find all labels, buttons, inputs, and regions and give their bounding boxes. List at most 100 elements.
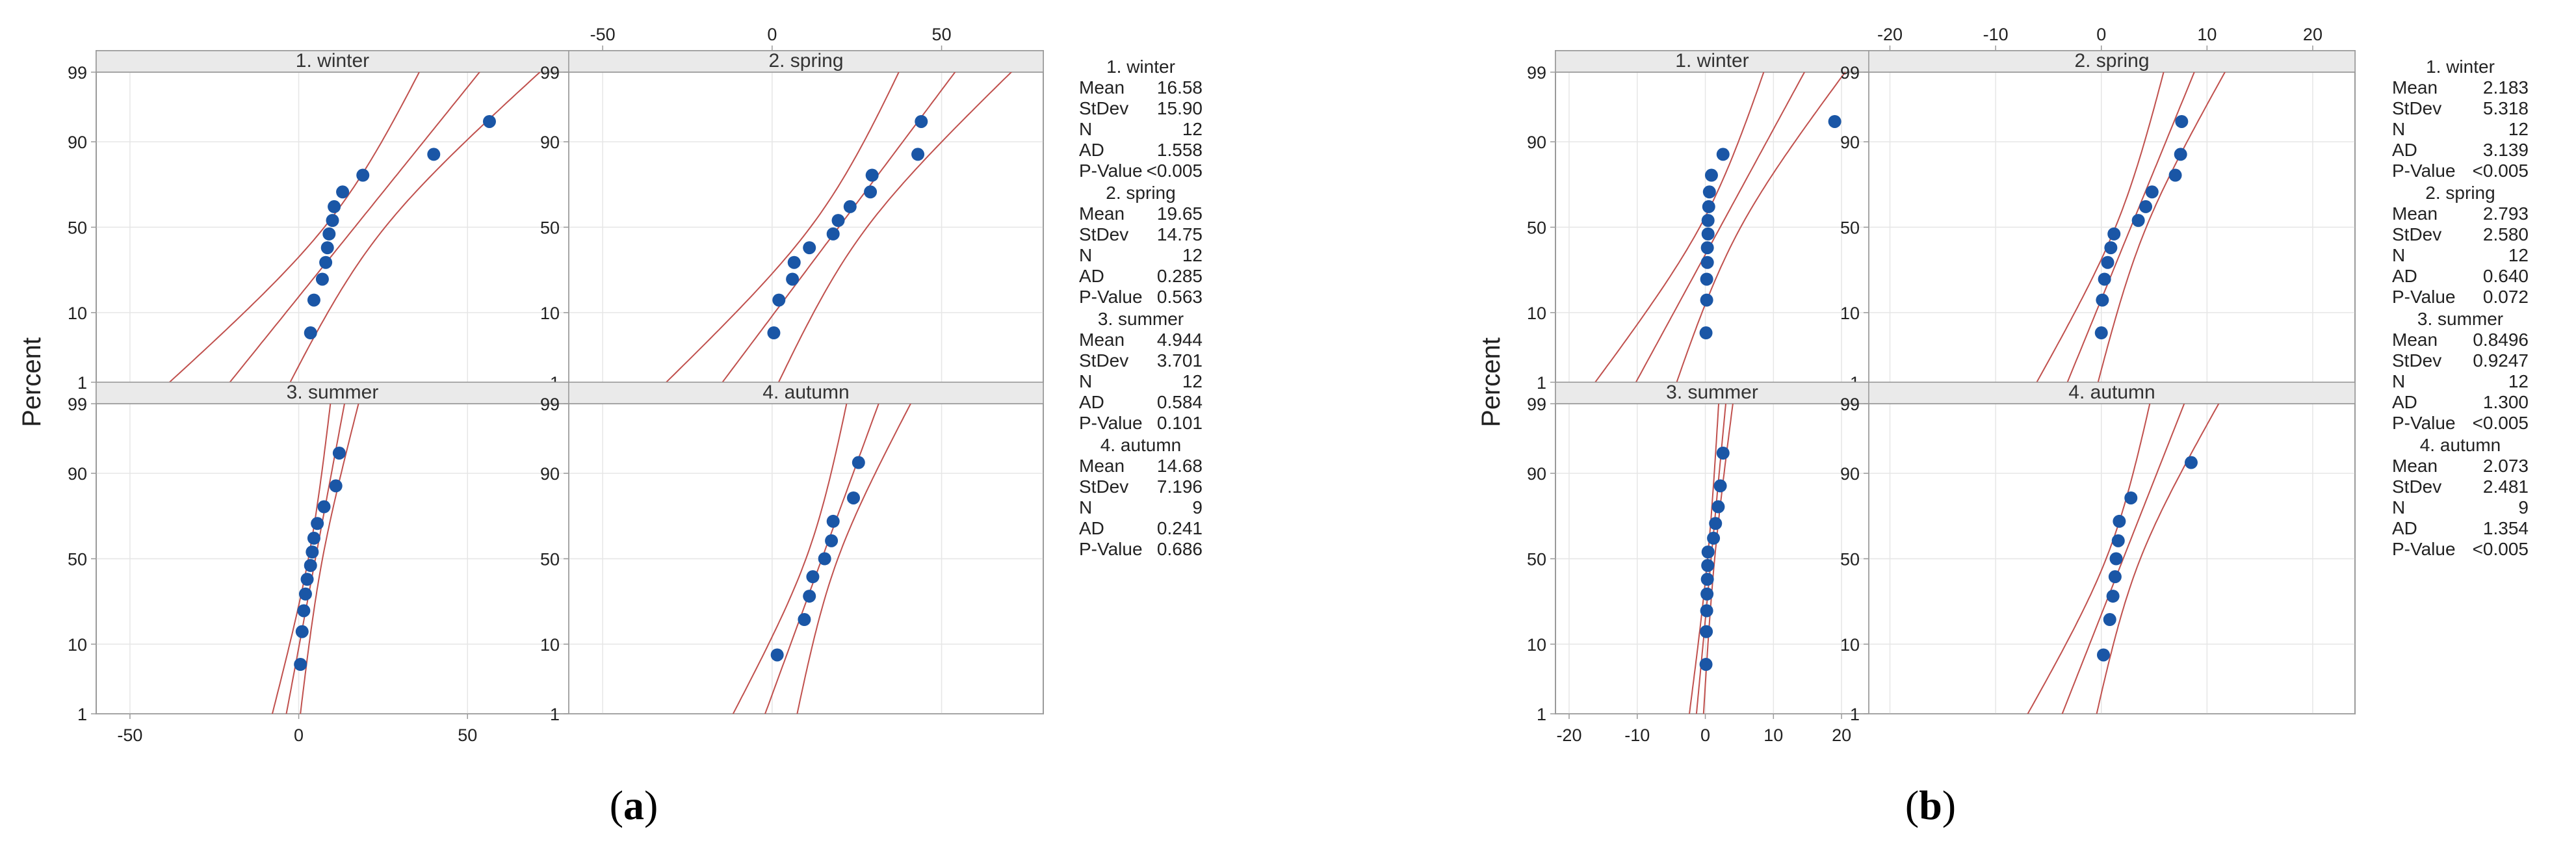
data-point	[767, 326, 781, 340]
stats-heading: 3. summer	[2417, 309, 2503, 329]
stats-label: StDev	[1079, 350, 1128, 371]
y-tick-label: 1	[550, 705, 560, 724]
y-axis-label: Percent	[1477, 337, 1505, 427]
data-point	[2101, 255, 2114, 269]
y-tick-label: 50	[68, 550, 87, 569]
y-tick-label: 99	[540, 63, 560, 83]
stats-value: 12	[2508, 371, 2529, 391]
stats-label: Mean	[1079, 330, 1125, 350]
stats-label: P-Value	[2392, 539, 2456, 559]
stats-label: Mean	[1079, 77, 1125, 98]
stats-value: 5.318	[2483, 98, 2529, 118]
data-point	[2175, 114, 2189, 128]
ci-lower-line	[168, 72, 421, 382]
stats-label: StDev	[2392, 98, 2441, 118]
stats-value: 15.90	[1157, 98, 1203, 118]
x-tick-label-top: 20	[2303, 25, 2322, 44]
stats-label: N	[1079, 497, 1092, 517]
data-point	[1701, 558, 1715, 572]
data-point	[1700, 604, 1713, 618]
y-tick-label: 50	[1840, 550, 1860, 569]
y-tick-label: 10	[1840, 635, 1860, 655]
y-tick-label: 1	[77, 373, 87, 393]
data-point	[1702, 200, 1715, 213]
data-point	[1704, 168, 1718, 182]
ci-lower-line	[2027, 404, 2151, 714]
stats-label: AD	[1079, 266, 1104, 286]
y-tick-label: 99	[68, 63, 87, 83]
stats-label: AD	[2392, 518, 2417, 538]
y-tick-label: 1	[77, 705, 87, 724]
x-tick-label-bottom: 0	[294, 725, 304, 745]
data-point	[1700, 272, 1713, 286]
data-point	[2103, 613, 2116, 627]
x-tick-label-top: 10	[2197, 25, 2217, 44]
x-tick-label-bottom: 10	[1763, 725, 1783, 745]
data-point	[864, 185, 878, 199]
data-point	[1700, 625, 1713, 638]
data-point	[1711, 500, 1725, 514]
stats-label: StDev	[2392, 350, 2441, 371]
panel----autumn: 4. autumn 1 10 50 90 99	[540, 382, 1044, 724]
data-point	[311, 517, 324, 530]
data-point	[2098, 272, 2111, 286]
stats-label: N	[1079, 119, 1092, 139]
x-tick-label-bottom: -10	[1624, 725, 1650, 745]
data-point	[2184, 456, 2198, 469]
x-tick-label-top: -10	[1983, 25, 2009, 44]
fit-lines	[1689, 404, 1734, 714]
stats-heading: 1. winter	[2426, 57, 2495, 77]
stats-label: StDev	[1079, 477, 1128, 497]
fit-lines	[2027, 404, 2220, 714]
stats-value: 9	[2518, 497, 2529, 517]
stats-value: 2.073	[2483, 456, 2529, 476]
data-point	[803, 590, 816, 603]
x-tick-label-bottom: 0	[1700, 725, 1710, 745]
x-tick-label-top: 50	[932, 25, 952, 44]
stats-value: 12	[1182, 119, 1203, 139]
y-tick-label: 50	[540, 218, 560, 238]
y-tick-label: 99	[1527, 63, 1546, 83]
stats-value: 12	[1182, 371, 1203, 391]
data-point	[798, 613, 811, 627]
data-point	[294, 658, 307, 672]
data-point	[307, 531, 320, 545]
panel-strip	[568, 50, 1044, 73]
y-tick-label: 10	[1527, 635, 1546, 655]
y-tick-label: 10	[1527, 304, 1546, 323]
data-point	[1700, 573, 1714, 586]
panel-strip	[1868, 50, 2356, 73]
fit-line	[1635, 72, 1806, 382]
y-tick-label: 50	[68, 218, 87, 238]
fit-line	[285, 404, 346, 714]
data-point	[772, 293, 786, 307]
stats-value: 0.241	[1157, 518, 1203, 538]
stats-value: <0.005	[2473, 539, 2529, 559]
data-point	[1716, 446, 1730, 460]
subfigure-label: (a)	[610, 782, 658, 828]
stats-label: P-Value	[2392, 287, 2456, 307]
x-tick-label-top: -50	[590, 25, 616, 44]
data-point	[1699, 658, 1713, 672]
subfigure-label: (b)	[1905, 782, 1956, 828]
fit-lines	[665, 72, 1013, 382]
data-point	[1828, 114, 1841, 128]
data-point	[1709, 517, 1723, 530]
y-tick-label: 10	[540, 635, 560, 655]
panel-title: 3. summer	[287, 382, 379, 403]
data-point	[322, 227, 336, 241]
y-tick-label: 99	[68, 395, 87, 414]
data-point	[2109, 552, 2123, 566]
data-point	[826, 227, 840, 241]
panel-title: 2. spring	[768, 50, 843, 72]
stats-label: Mean	[2392, 77, 2438, 98]
y-tick-label: 90	[1527, 464, 1546, 484]
ci-upper-line	[300, 404, 359, 714]
data-point	[1699, 326, 1713, 340]
stats-value: 0.640	[2483, 266, 2529, 286]
ci-upper-line	[289, 72, 541, 382]
fit-line	[2066, 72, 2195, 382]
ci-upper-line	[2097, 72, 2226, 382]
stats-label: N	[2392, 245, 2405, 265]
